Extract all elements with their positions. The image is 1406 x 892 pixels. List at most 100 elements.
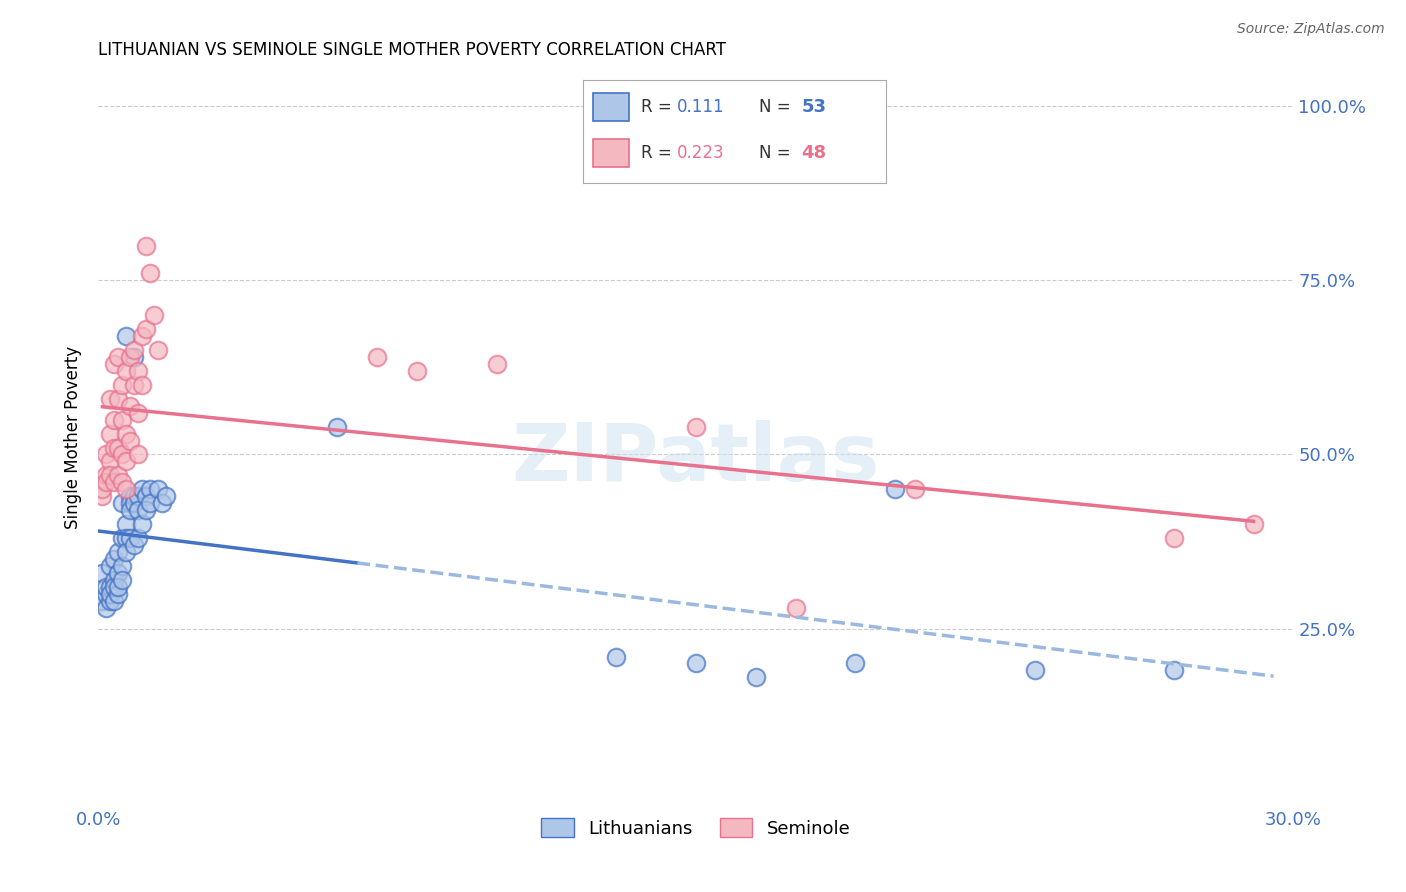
Point: [115, 426, 138, 441]
Point: [124, 377, 146, 392]
Point: [120, 496, 142, 510]
Point: [107, 580, 129, 594]
Point: [103, 412, 125, 426]
Point: [120, 489, 142, 503]
Point: [111, 412, 134, 426]
Point: [115, 329, 138, 343]
Text: R =: R =: [641, 98, 672, 116]
Point: [135, 322, 157, 336]
Point: [98, 392, 122, 406]
Point: [127, 489, 149, 503]
Point: [107, 392, 129, 406]
Point: [91, 594, 114, 608]
Text: ZIPatlas: ZIPatlas: [512, 420, 880, 498]
Point: [98, 468, 122, 483]
Point: [124, 496, 146, 510]
Point: [844, 657, 866, 671]
Point: [131, 517, 153, 532]
Point: [124, 489, 146, 503]
Point: [115, 545, 138, 559]
Point: [98, 426, 122, 441]
Point: [98, 580, 122, 594]
Legend: Lithuanians, Seminole: Lithuanians, Seminole: [534, 811, 858, 845]
Point: [131, 377, 153, 392]
Point: [124, 350, 146, 364]
Text: Source: ZipAtlas.com: Source: ZipAtlas.com: [1237, 22, 1385, 37]
Point: [107, 441, 129, 455]
Point: [139, 266, 162, 280]
Text: 48: 48: [801, 145, 827, 162]
Point: [111, 448, 134, 462]
Text: R =: R =: [641, 145, 672, 162]
Point: [1163, 664, 1185, 678]
Point: [96, 475, 118, 490]
Point: [103, 594, 125, 608]
Text: N =: N =: [759, 98, 790, 116]
Point: [107, 545, 129, 559]
Point: [115, 454, 138, 468]
Point: [96, 600, 118, 615]
Point: [131, 329, 153, 343]
Point: [96, 448, 118, 462]
Point: [745, 670, 768, 684]
Point: [111, 475, 134, 490]
Point: [150, 496, 173, 510]
Point: [124, 538, 146, 552]
Point: [103, 475, 125, 490]
Point: [155, 489, 177, 503]
Point: [111, 377, 134, 392]
Point: [1024, 664, 1046, 678]
Point: [406, 364, 429, 378]
Point: [1243, 517, 1265, 532]
Point: [127, 503, 149, 517]
Point: [91, 489, 114, 503]
FancyBboxPatch shape: [592, 93, 628, 121]
Point: [135, 238, 157, 252]
Point: [135, 489, 157, 503]
Point: [107, 566, 129, 580]
Point: [143, 308, 166, 322]
Point: [366, 350, 388, 364]
Point: [326, 419, 349, 434]
Point: [685, 419, 707, 434]
Y-axis label: Single Mother Poverty: Single Mother Poverty: [65, 345, 83, 529]
Point: [127, 531, 149, 545]
Point: [115, 517, 138, 532]
Text: 53: 53: [801, 98, 827, 116]
Point: [148, 343, 170, 357]
Text: 0.111: 0.111: [678, 98, 725, 116]
Point: [111, 558, 134, 573]
Point: [98, 558, 122, 573]
Point: [120, 434, 142, 448]
Point: [107, 350, 129, 364]
Point: [111, 573, 134, 587]
Text: LITHUANIAN VS SEMINOLE SINGLE MOTHER POVERTY CORRELATION CHART: LITHUANIAN VS SEMINOLE SINGLE MOTHER POV…: [98, 41, 727, 59]
Point: [120, 531, 142, 545]
Point: [884, 483, 907, 497]
Point: [115, 531, 138, 545]
Point: [139, 496, 162, 510]
Point: [96, 580, 118, 594]
Text: N =: N =: [759, 145, 790, 162]
Point: [91, 566, 114, 580]
Point: [131, 483, 153, 497]
Point: [107, 587, 129, 601]
Point: [120, 503, 142, 517]
Point: [124, 343, 146, 357]
Point: [904, 483, 927, 497]
Point: [127, 406, 149, 420]
Point: [1163, 531, 1185, 545]
Point: [96, 468, 118, 483]
Point: [96, 587, 118, 601]
Point: [115, 483, 138, 497]
Point: [98, 587, 122, 601]
Point: [103, 573, 125, 587]
Point: [103, 552, 125, 566]
Point: [103, 441, 125, 455]
Point: [107, 468, 129, 483]
Point: [115, 364, 138, 378]
Point: [111, 496, 134, 510]
Point: [98, 594, 122, 608]
Point: [139, 483, 162, 497]
Point: [605, 649, 627, 664]
